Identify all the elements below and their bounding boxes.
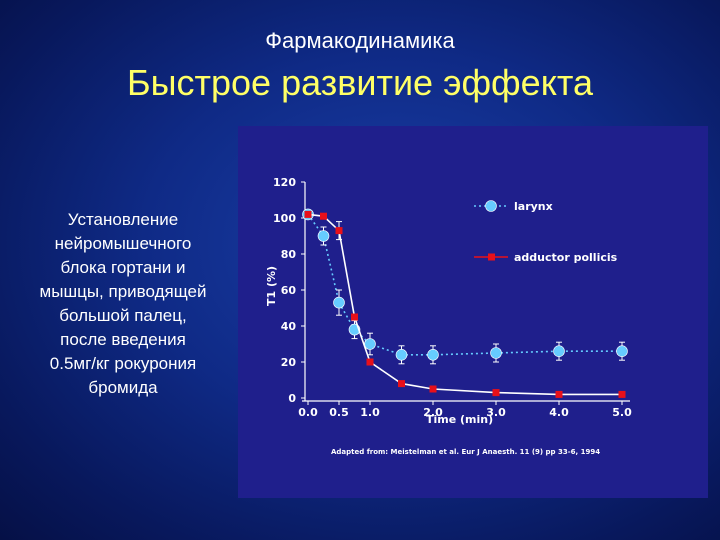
y-tick-label: 60	[281, 284, 297, 297]
data-point-larynx	[490, 347, 502, 359]
chart-svg: 0 20 40 60 80 100 120 0.0 0.5 1.0 2.0 3.0 4.0 5.0 lar…	[265, 176, 632, 456]
data-point-adductor-pollicis	[429, 385, 437, 393]
x-tick-label: 2.0	[423, 406, 443, 419]
x-tick-label: 3.0	[486, 406, 506, 419]
x-tick-label: 1.0	[360, 406, 380, 419]
data-point-adductor-pollicis	[492, 389, 500, 397]
body-line: мышцы, приводящей	[39, 282, 207, 301]
series-line-adductor-pollicis	[307, 213, 622, 396]
body-line: Установление	[67, 210, 179, 229]
data-point-adductor-pollicis	[304, 210, 312, 218]
y-tick-label: 100	[273, 212, 296, 225]
y-tick-label: 20	[281, 356, 297, 369]
legend-swatch-marker	[488, 253, 495, 261]
x-tick-label: 4.0	[549, 406, 569, 419]
y-axis-label: T1 (%)	[265, 266, 278, 306]
legend-label: larynx	[514, 200, 553, 213]
data-point-adductor-pollicis	[366, 358, 374, 366]
y-tick-label: 80	[281, 248, 297, 261]
x-tick-label: 0.0	[298, 406, 318, 419]
body-line: бромида	[88, 378, 158, 397]
body-line: нейромышечного	[54, 234, 192, 253]
legend-swatch-marker	[485, 200, 497, 212]
slide-subtitle: Фармакодинамика	[265, 28, 455, 53]
data-point-larynx	[395, 349, 408, 361]
chart-legend: larynx adductor pollicis	[474, 200, 618, 264]
legend-label: adductor pollicis	[514, 251, 618, 264]
x-axis-label: Time (min)	[426, 413, 493, 426]
chart-source-annotation: Adapted from: Meistelman et al. Eur J An…	[331, 448, 600, 456]
y-tick-label: 120	[273, 176, 296, 189]
body-line: большой палец,	[59, 306, 187, 325]
data-point-adductor-pollicis	[398, 380, 405, 388]
slide-title: Быстрое развитие эффекта	[127, 62, 593, 103]
series-line-larynx	[307, 213, 622, 356]
data-point-larynx	[427, 349, 439, 361]
x-tick-label: 5.0	[612, 406, 632, 419]
body-line: после введения	[60, 330, 186, 349]
body-line: блока гортани и	[60, 258, 186, 277]
data-point-adductor-pollicis	[555, 390, 563, 398]
data-point-larynx	[616, 345, 628, 357]
data-point-larynx	[364, 338, 376, 350]
chart-axes: 0 20 40 60 80 100 120 0.0 0.5 1.0 2.0 3.0 4.0 5.0	[273, 176, 632, 419]
data-point-larynx	[317, 230, 330, 242]
body-line: 0.5мг/кг рокурония	[49, 354, 197, 373]
chart-plot-area	[302, 208, 628, 398]
data-point-adductor-pollicis	[335, 227, 343, 235]
x-tick-label: 0.5	[329, 406, 349, 419]
data-point-adductor-pollicis	[618, 390, 626, 398]
data-point-larynx	[333, 296, 345, 309]
y-tick-label: 0	[288, 392, 296, 405]
data-point-larynx	[553, 345, 565, 357]
y-tick-label: 40	[281, 320, 297, 333]
slide-body-text: Установление нейромышечного блока гортан…	[18, 208, 228, 400]
data-point-adductor-pollicis	[351, 313, 358, 321]
chart-figure: 0 20 40 60 80 100 120 0.0 0.5 1.0 2.0 3.0 4.0 5.0 lar…	[238, 126, 708, 498]
data-point-adductor-pollicis	[320, 212, 327, 220]
